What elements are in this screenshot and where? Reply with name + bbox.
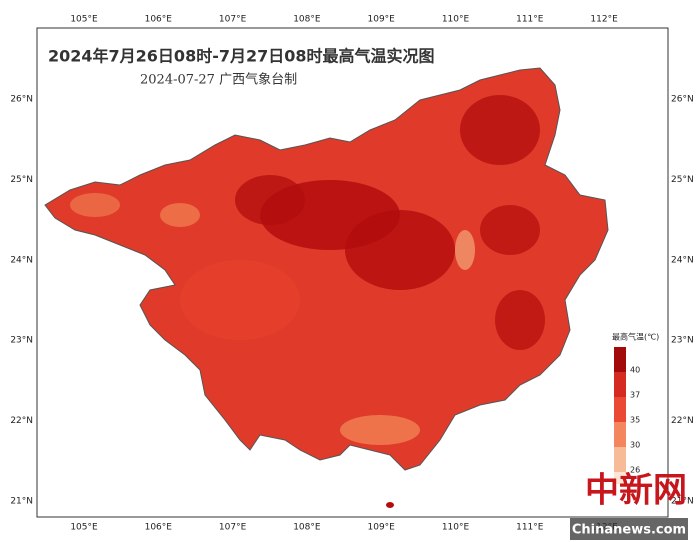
latitude-label: 24°N: [671, 255, 694, 265]
latitude-label: 23°N: [671, 336, 694, 346]
legend-swatch: [614, 472, 626, 484]
legend: 最高气温(℃) 40 37 35 30 26: [612, 332, 659, 484]
legend-label: 37: [630, 391, 640, 400]
longitude-label: 110°E: [442, 523, 470, 533]
latitude-label: 22°N: [671, 416, 694, 426]
longitude-label: 109°E: [368, 523, 396, 533]
latitude-label: 26°N: [10, 95, 33, 105]
legend-label: 26: [630, 466, 640, 475]
latitude-label: 21°N: [671, 497, 694, 507]
map-title: 2024年7月26日08时-7月27日08时最高气温实况图: [48, 47, 435, 66]
legend-title: 最高气温(℃): [612, 332, 659, 342]
longitude-label: 112°E: [590, 15, 618, 25]
longitude-label: 106°E: [145, 15, 173, 25]
legend-label: 35: [630, 416, 640, 425]
longitude-label: 105°E: [70, 523, 98, 533]
latitude-label: 23°N: [10, 336, 33, 346]
legend-swatch: [614, 422, 626, 447]
legend-label: 30: [630, 441, 640, 450]
watermark-bg: [570, 518, 688, 540]
latitude-label: 26°N: [671, 95, 694, 105]
latitude-label: 24°N: [10, 255, 33, 265]
latitude-label: 21°N: [10, 497, 33, 507]
legend-swatch: [614, 397, 626, 422]
latitude-label: 25°N: [10, 175, 33, 185]
longitude-label: 107°E: [219, 15, 247, 25]
legend-label: 40: [630, 366, 640, 375]
longitude-label: 105°E: [70, 15, 98, 25]
longitude-label: 108°E: [293, 523, 321, 533]
longitude-label: 107°E: [219, 523, 247, 533]
longitude-label: 109°E: [368, 15, 396, 25]
legend-swatch: [614, 447, 626, 472]
longitude-label: 108°E: [293, 15, 321, 25]
longitude-label: 106°E: [145, 523, 173, 533]
longitude-label: 111°E: [516, 523, 544, 533]
watermark-site: Chinanews.com: [572, 523, 686, 538]
province-shape: [44, 67, 609, 508]
axis-labels: 105°E 105°E 106°E 106°E 107°E 107°E 108°E 108°E…: [10, 15, 693, 533]
latitude-label: 22°N: [10, 416, 33, 426]
longitude-label: 111°E: [516, 15, 544, 25]
legend-swatch: [614, 347, 626, 372]
longitude-label: 110°E: [442, 15, 470, 25]
map-subtitle: 2024-07-27 广西气象台制: [140, 72, 297, 88]
watermark-logo: 中新网: [585, 471, 687, 511]
legend-swatch: [614, 372, 626, 397]
latitude-label: 25°N: [671, 175, 694, 185]
